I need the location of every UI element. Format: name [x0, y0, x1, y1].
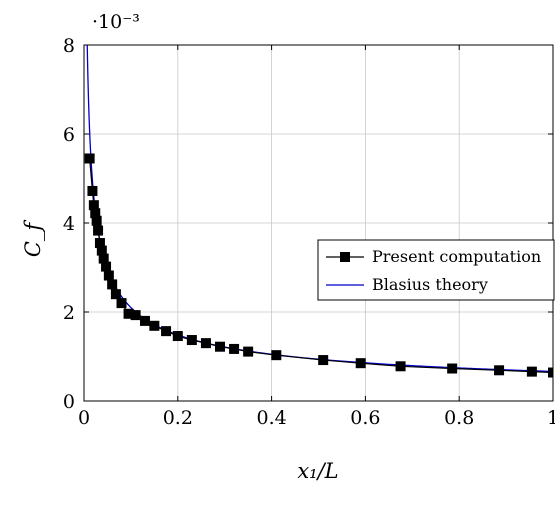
y-tick-label: 2: [63, 302, 75, 324]
series-layer: [84, 45, 553, 378]
data-point-present: [107, 279, 118, 290]
data-point-present: [355, 358, 366, 369]
y-multiplier: ·10⁻³: [92, 11, 140, 33]
legend-box: [317, 239, 555, 301]
legend-label-blasius: Blasius theory: [372, 275, 488, 294]
y-tick-label: 8: [63, 35, 75, 57]
data-point-present: [110, 289, 121, 300]
legend-label-present: Present computation: [372, 247, 541, 266]
y-tick-label: 6: [63, 124, 75, 146]
data-point-present: [215, 341, 226, 352]
data-point-present: [243, 346, 254, 357]
data-point-present: [84, 153, 95, 164]
data-point-present: [90, 208, 101, 219]
data-point-present: [200, 338, 211, 349]
data-point-present: [103, 270, 114, 281]
legend: Present computation Blasius theory: [317, 239, 555, 301]
data-point-present: [229, 343, 240, 354]
y-tick-label: 4: [63, 213, 75, 235]
data-point-present: [172, 331, 183, 342]
data-point-present: [526, 366, 537, 377]
tick-labels: 0 0.2 0.4 0.6 0.8 1 0 2 4 6 8: [63, 35, 555, 429]
data-point-present: [447, 363, 458, 374]
data-point-present: [93, 225, 104, 236]
data-point-present: [186, 335, 197, 346]
data-point-present: [101, 261, 112, 272]
data-point-present: [548, 367, 553, 378]
data-point-present: [123, 308, 134, 319]
data-point-present: [96, 245, 107, 256]
x-tick-label: 0.8: [444, 407, 474, 429]
data-point-present: [161, 326, 172, 337]
x-tick-label: 0.4: [256, 407, 286, 429]
data-point-present: [87, 185, 98, 196]
data-point-present: [88, 200, 99, 211]
y-tick-label: 0: [63, 391, 75, 413]
x-tick-label: 1: [547, 407, 555, 429]
x-axis-label: x₁/L: [297, 459, 338, 483]
data-point-present: [318, 355, 329, 366]
data-point-present: [116, 298, 127, 309]
data-point-present: [130, 310, 141, 321]
data-point-present: [395, 361, 406, 372]
legend-marker-present: [340, 252, 350, 262]
data-point-present: [94, 238, 105, 249]
data-point-present: [494, 365, 505, 376]
data-point-present: [91, 215, 102, 226]
data-point-present: [139, 315, 150, 326]
x-tick-label: 0.2: [163, 407, 193, 429]
y-axis-label-text: C_f: [21, 220, 45, 258]
data-point-present: [98, 253, 109, 264]
ticks: [83, 44, 554, 402]
data-point-present: [149, 320, 160, 331]
x-tick-label: 0.6: [350, 407, 380, 429]
x-tick-label: 0: [78, 407, 90, 429]
y-axis-label: C_f: [21, 220, 45, 258]
data-point-present: [271, 350, 282, 361]
